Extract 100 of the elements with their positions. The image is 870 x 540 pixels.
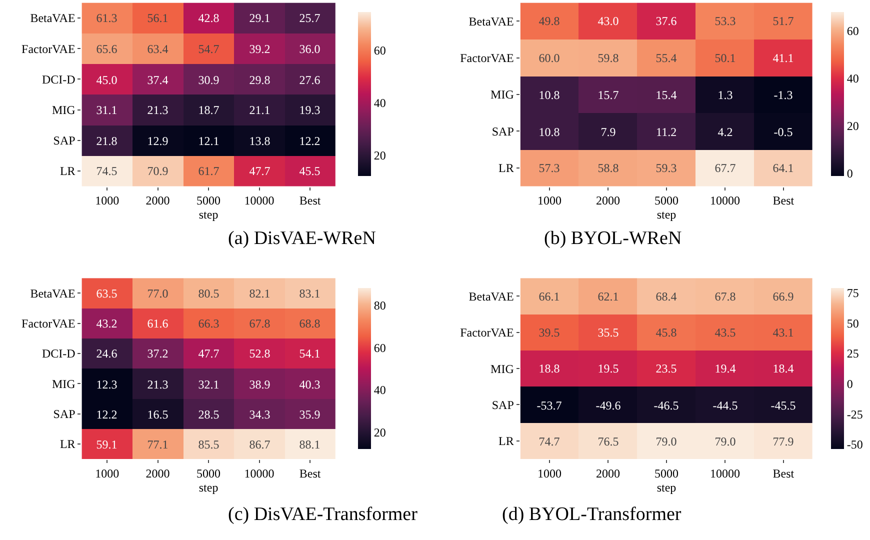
x-axis-title: step bbox=[198, 208, 218, 222]
data-label: 23.5 bbox=[656, 361, 677, 376]
y-tick-label: LR bbox=[498, 434, 514, 448]
data-label: 59.1 bbox=[96, 437, 118, 452]
y-tick-label: BetaVAE bbox=[30, 11, 76, 26]
color-bar-label: 0 bbox=[846, 377, 853, 392]
x-tick-label: Best bbox=[772, 466, 795, 480]
data-label: 37.4 bbox=[147, 72, 168, 87]
data-label: 67.8 bbox=[249, 316, 270, 330]
data-label: 85.5 bbox=[198, 437, 220, 452]
data-label: 21.1 bbox=[249, 102, 270, 117]
data-label: 59.8 bbox=[598, 50, 619, 65]
data-label: 36.0 bbox=[299, 42, 320, 56]
y-tick-label: SAP bbox=[492, 124, 514, 138]
color-bar-label: -25 bbox=[846, 407, 863, 422]
y-tick-label: SAP bbox=[53, 406, 76, 421]
data-label: 19.3 bbox=[299, 102, 320, 117]
data-label: -53.7 bbox=[536, 398, 562, 412]
data-label: 51.7 bbox=[772, 14, 794, 28]
color-bar-label: 20 bbox=[374, 426, 386, 440]
data-label: 18.7 bbox=[198, 102, 220, 117]
data-label: 7.9 bbox=[600, 124, 616, 139]
data-label: 74.7 bbox=[538, 434, 560, 448]
color-bar-label: 75 bbox=[846, 286, 859, 300]
data-label: 12.2 bbox=[96, 407, 118, 422]
data-label: 38.9 bbox=[249, 377, 270, 392]
x-tick-label: 10000 bbox=[710, 466, 740, 480]
color-bar-label: 60 bbox=[846, 24, 859, 38]
y-tick-label: LR bbox=[60, 164, 76, 178]
data-label: 21.3 bbox=[147, 102, 168, 117]
data-label: 68.8 bbox=[299, 316, 320, 330]
y-tick-label: BetaVAE bbox=[468, 289, 514, 304]
data-label: 39.5 bbox=[538, 325, 560, 340]
data-label: 83.1 bbox=[299, 286, 320, 300]
data-label: 62.1 bbox=[598, 289, 619, 304]
x-tick-label: 5000 bbox=[654, 466, 678, 480]
color-bar-label: 40 bbox=[846, 71, 859, 86]
data-label: -1.3 bbox=[774, 88, 793, 102]
data-label: 63.5 bbox=[96, 286, 118, 300]
data-label: 56.1 bbox=[147, 10, 168, 25]
y-tick-label: MIG bbox=[490, 362, 514, 376]
data-label: 27.6 bbox=[299, 72, 320, 87]
data-label: 79.0 bbox=[714, 434, 736, 448]
y-tick-label: SAP bbox=[492, 398, 514, 412]
text: (d) BYOL-Transformer bbox=[502, 504, 682, 525]
data-label: 40.3 bbox=[299, 377, 320, 392]
y-tick-label: SAP bbox=[53, 134, 76, 148]
y-tick-label: FactorVAE bbox=[460, 50, 514, 65]
x-tick-label: 2000 bbox=[596, 466, 620, 480]
data-label: 19.4 bbox=[714, 361, 736, 376]
x-tick-label: 10000 bbox=[244, 194, 274, 208]
data-label: 67.8 bbox=[714, 289, 736, 304]
data-label: 59.3 bbox=[656, 160, 677, 175]
x-tick-label: 1000 bbox=[95, 194, 120, 208]
x-tick-label: 1000 bbox=[538, 466, 562, 480]
y-tick-label: LR bbox=[60, 437, 76, 452]
data-label: 79.0 bbox=[656, 434, 677, 448]
data-label: -45.5 bbox=[770, 398, 796, 412]
x-tick-label: 5000 bbox=[654, 194, 678, 208]
x-tick-label: 5000 bbox=[196, 466, 221, 480]
color-bar-label: 60 bbox=[374, 340, 386, 355]
data-label: 63.4 bbox=[147, 42, 168, 56]
text: (a) DisVAE-WReN bbox=[228, 228, 376, 249]
data-label: 77.1 bbox=[147, 437, 168, 452]
y-tick-label: BetaVAE bbox=[30, 286, 76, 300]
data-label: 66.1 bbox=[538, 289, 560, 304]
data-label: 45.0 bbox=[96, 72, 118, 87]
data-label: 39.2 bbox=[249, 42, 270, 56]
data-label: 74.5 bbox=[96, 164, 118, 178]
data-label: 21.3 bbox=[147, 377, 168, 392]
data-label: 76.5 bbox=[598, 434, 619, 448]
data-label: 11.2 bbox=[656, 124, 677, 139]
data-label: 15.7 bbox=[598, 88, 619, 102]
data-label: 88.1 bbox=[299, 437, 320, 452]
data-label: 47.7 bbox=[249, 164, 270, 178]
data-label: 25.7 bbox=[299, 10, 320, 25]
data-label: 70.9 bbox=[147, 164, 168, 178]
data-label: 61.3 bbox=[96, 10, 118, 25]
data-label: 52.8 bbox=[249, 346, 270, 360]
y-tick-label: LR bbox=[498, 161, 514, 176]
data-label: 61.7 bbox=[198, 164, 220, 178]
data-label: 12.2 bbox=[299, 134, 320, 148]
color-bar-label: 50 bbox=[846, 316, 859, 330]
data-label: 42.8 bbox=[198, 10, 220, 25]
data-label: 80.5 bbox=[198, 286, 220, 300]
data-label: 54.1 bbox=[299, 346, 320, 360]
data-label: 61.6 bbox=[147, 316, 168, 330]
data-label: 45.5 bbox=[299, 164, 320, 178]
data-label: 18.8 bbox=[538, 361, 560, 376]
x-tick-label: 10000 bbox=[710, 194, 740, 208]
y-tick-label: BetaVAE bbox=[468, 14, 514, 28]
data-label: -44.5 bbox=[712, 398, 738, 412]
y-tick-label: FactorVAE bbox=[22, 42, 76, 56]
x-tick-label: 10000 bbox=[244, 466, 274, 480]
data-label: 55.4 bbox=[656, 50, 677, 65]
color-bar-label: 20 bbox=[374, 148, 386, 163]
data-label: 29.8 bbox=[249, 72, 270, 87]
x-tick-label: 2000 bbox=[146, 194, 170, 208]
data-label: 50.1 bbox=[714, 50, 736, 65]
data-label: 1.3 bbox=[718, 88, 733, 102]
